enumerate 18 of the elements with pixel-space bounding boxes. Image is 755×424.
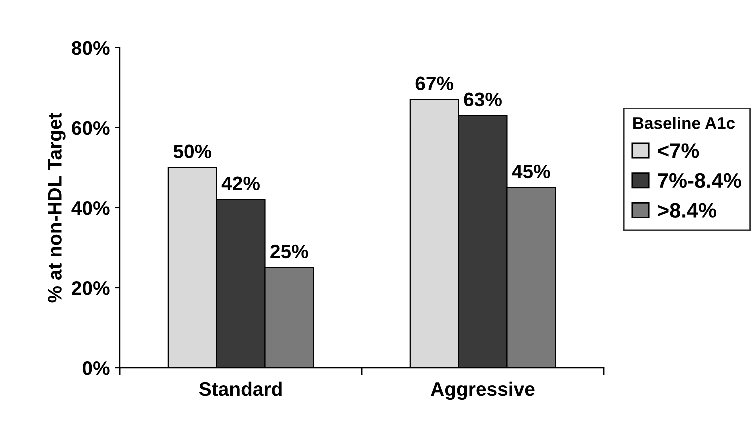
- data-label: 50%: [174, 144, 212, 159]
- data-label: 25%: [270, 244, 308, 259]
- y-tick-label: 20%: [72, 281, 110, 296]
- y-tick-label: 60%: [72, 121, 110, 136]
- legend-label: 7%-8.4%: [658, 173, 742, 188]
- data-label: 42%: [222, 176, 260, 191]
- y-tick-label: 80%: [72, 41, 110, 56]
- legend-label: >8.4%: [658, 203, 717, 218]
- legend-label: <7%: [658, 144, 700, 158]
- y-tick-label: 0%: [82, 362, 110, 376]
- y-tick-label: 40%: [72, 201, 110, 216]
- data-label: 63%: [464, 92, 502, 107]
- data-label: 67%: [416, 76, 454, 91]
- x-tick-label: Aggressive: [431, 382, 535, 400]
- x-tick-label: Standard: [199, 382, 282, 396]
- data-label: 45%: [512, 164, 550, 179]
- legend-title: Baseline A1c: [634, 117, 736, 130]
- y-axis-title: % at non-HDL Target: [48, 112, 66, 303]
